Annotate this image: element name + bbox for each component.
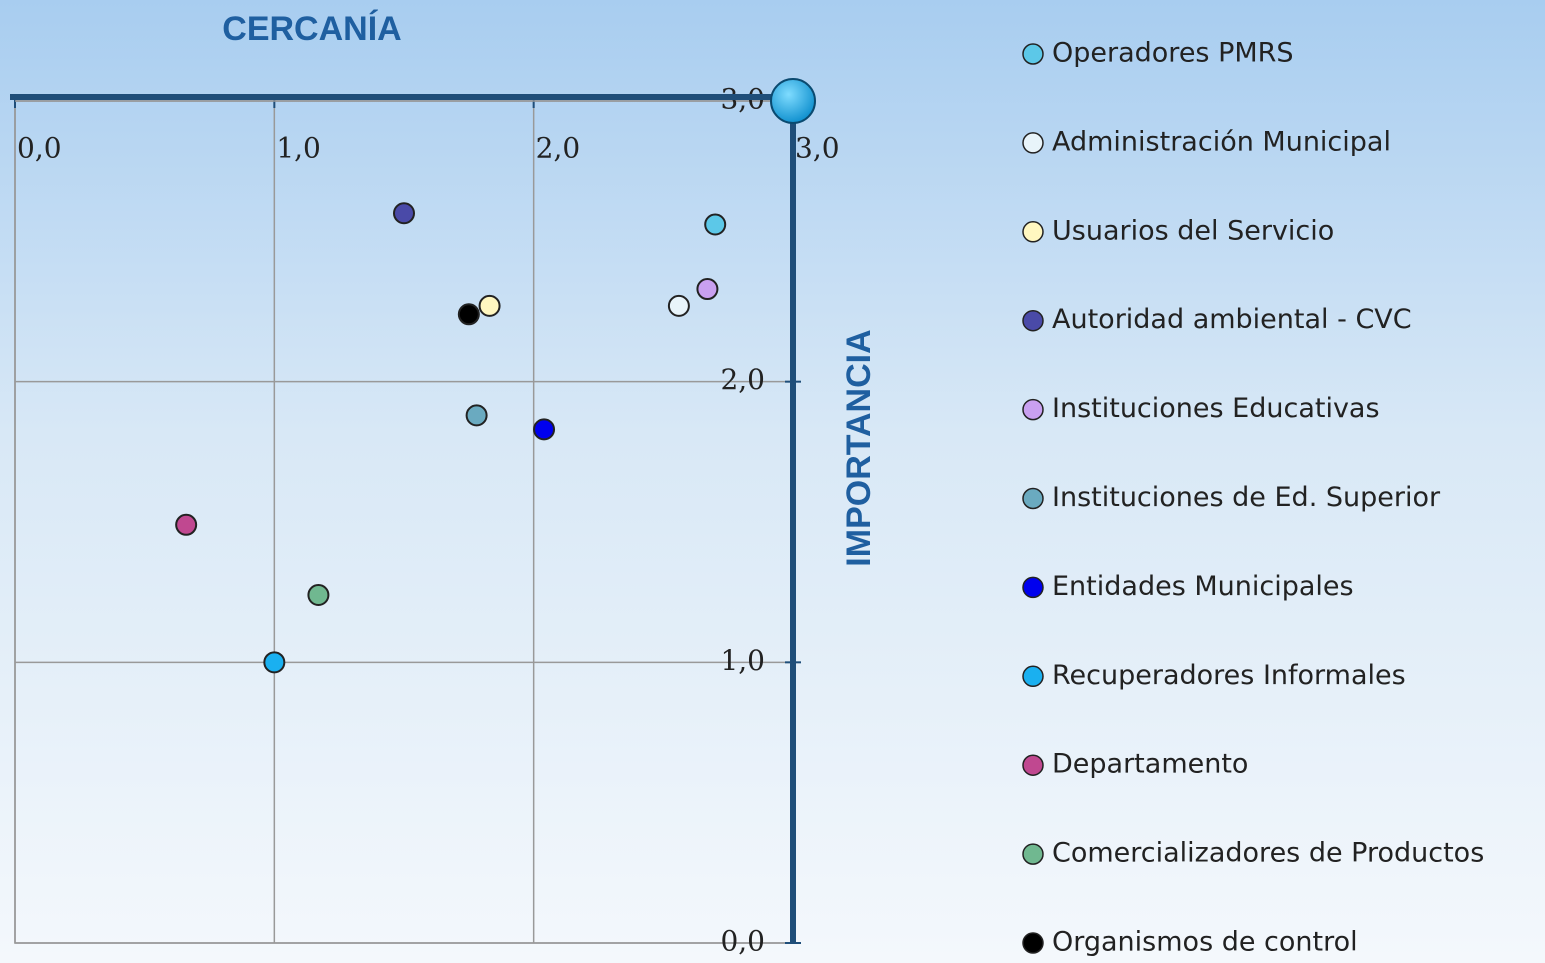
legend-label: Operadores PMRS (1052, 38, 1294, 69)
legend-marker (1022, 221, 1044, 243)
x-axis-title: CERCANÍA (222, 10, 401, 48)
point (696, 278, 719, 301)
point (667, 294, 690, 317)
legend-marker (1022, 665, 1044, 688)
legend-marker (1022, 843, 1044, 865)
point (704, 213, 727, 236)
point (307, 583, 330, 606)
legend-marker (1022, 309, 1044, 332)
legend-label: Organismos de control (1052, 927, 1358, 958)
legend-label: Comercializadores de Productos (1052, 838, 1484, 869)
legend-label: Instituciones Educativas (1052, 393, 1380, 424)
point (457, 303, 480, 326)
point (175, 513, 198, 536)
legend-marker (1022, 132, 1044, 154)
legend-marker (1022, 487, 1044, 510)
point (393, 202, 415, 225)
legend-marker (1022, 932, 1044, 954)
legend-marker (1022, 43, 1044, 65)
legend-marker (1022, 754, 1044, 776)
axis-knob (770, 78, 816, 124)
x-tick-label: 1,0 (276, 132, 321, 165)
x-tick-label: 0,0 (17, 132, 62, 165)
legend-label: Usuarios del Servicio (1052, 215, 1334, 246)
legend-label: Departamento (1052, 749, 1248, 780)
point (533, 418, 556, 441)
point (465, 404, 488, 427)
legend-label: Instituciones de Ed. Superior (1052, 482, 1441, 513)
legend-label: Recuperadores Informales (1052, 660, 1406, 691)
y-tick-label: 1,0 (720, 644, 765, 677)
y-tick-label: 2,0 (720, 363, 765, 396)
legend-marker (1022, 576, 1044, 599)
legend-marker (1022, 398, 1044, 421)
x-tick-label: 3,0 (795, 132, 840, 165)
legend-label: Administración Municipal (1052, 126, 1391, 157)
point (478, 294, 501, 317)
legend-label: Entidades Municipales (1052, 571, 1354, 602)
x-tick-label: 2,0 (536, 132, 581, 165)
point (263, 651, 286, 674)
legend-label: Autoridad ambiental - CVC (1052, 304, 1412, 335)
y-tick-label: 0,0 (720, 925, 765, 958)
y-axis-title: IMPORTANCIA (840, 329, 878, 566)
